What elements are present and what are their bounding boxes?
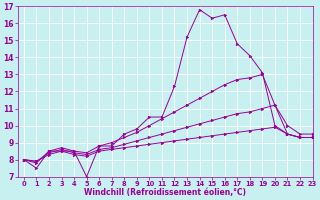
X-axis label: Windchill (Refroidissement éolien,°C): Windchill (Refroidissement éolien,°C) [84, 188, 246, 197]
